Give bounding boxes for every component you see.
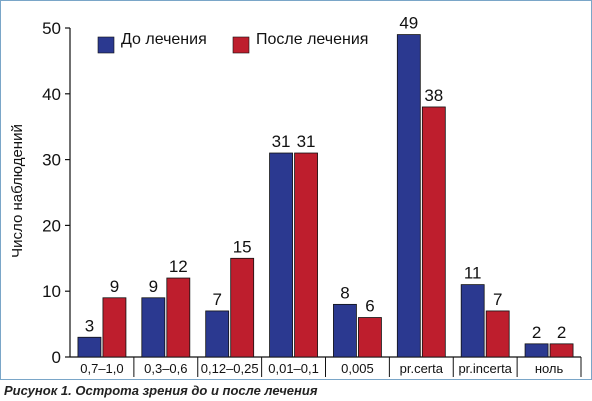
data-label: 7 (212, 290, 221, 309)
x-tick-label: 0,7–1,0 (80, 361, 123, 376)
y-tick-label: 50 (42, 19, 61, 38)
bar-series-0 (396, 34, 421, 358)
x-axis: 0,7–1,0 0,3–0,6 0,12–0,25 0,01–0,1 0,005 pr.c… (70, 356, 582, 377)
bar-series-0 (333, 303, 357, 358)
data-label: 2 (557, 323, 566, 342)
legend-swatch-series-1 (232, 36, 250, 54)
y-axis: 0 10 20 30 40 50 (42, 19, 71, 367)
data-label: 9 (149, 277, 158, 296)
bar-series-1 (230, 257, 255, 358)
bar-series-1 (166, 277, 191, 358)
data-label: 31 (297, 132, 316, 151)
data-label: 12 (169, 257, 188, 276)
data-label: 38 (424, 86, 443, 105)
y-tick-label: 30 (42, 151, 61, 170)
data-label: 15 (233, 237, 252, 256)
x-tick-label: 0,12–0,25 (201, 361, 259, 376)
bar-series-0 (524, 343, 549, 358)
bar-series-1 (421, 106, 446, 358)
legend-swatch-series-0 (97, 36, 115, 54)
y-tick-label: 0 (52, 348, 61, 367)
bar-series-0 (141, 297, 166, 358)
chart-frame: 0 10 20 30 40 50 0,7–1,0 0,3–0,6 0,12–0,25 0,01–… (0, 0, 592, 380)
bar-series-1 (294, 152, 318, 358)
data-labels: 3 9 9 12 7 15 31 31 86 49 38 11 7 2 2 (85, 14, 567, 342)
bar-series-1 (485, 310, 510, 358)
bar-series-0 (77, 336, 102, 358)
y-tick-label: 20 (42, 216, 61, 235)
x-tick-label: ноль (535, 361, 564, 376)
data-label: 2 (532, 323, 541, 342)
x-tick-label: 0,3–0,6 (144, 361, 187, 376)
data-label: 3 (85, 316, 94, 335)
bar-series-1 (102, 297, 127, 358)
x-tick-label: pr.incerta (458, 361, 512, 376)
figure-caption: Рисунок 1. Острота зрения до и после леч… (4, 383, 318, 398)
bar-series-0 (205, 310, 230, 358)
bar-chart: 0 10 20 30 40 50 0,7–1,0 0,3–0,6 0,12–0,25 0,01–… (9, 14, 582, 377)
data-label: 49 (399, 14, 418, 33)
x-tick-label: pr.certa (400, 361, 444, 376)
x-tick-label: 0,01–0,1 (268, 361, 319, 376)
data-label: 31 (272, 132, 291, 151)
bar-series-1 (549, 343, 574, 358)
y-tick-label: 10 (42, 282, 61, 301)
bar-series-0 (269, 152, 293, 358)
legend: До лечения После лечения (97, 31, 368, 54)
y-axis-title: Число наблюдений (9, 124, 26, 258)
y-tick-label: 40 (42, 85, 61, 104)
data-label: 11 (464, 264, 482, 283)
data-label: 7 (493, 290, 502, 309)
bars (77, 34, 574, 358)
data-label: 8 (340, 283, 349, 302)
legend-label-series-0: До лечения (121, 31, 207, 48)
legend-label-series-1: После лечения (256, 31, 368, 48)
bar-series-1 (358, 317, 382, 358)
x-tick-label: 0,005 (341, 361, 374, 376)
data-label: 6 (365, 297, 374, 316)
bar-series-0 (460, 284, 485, 358)
data-label: 9 (110, 277, 119, 296)
